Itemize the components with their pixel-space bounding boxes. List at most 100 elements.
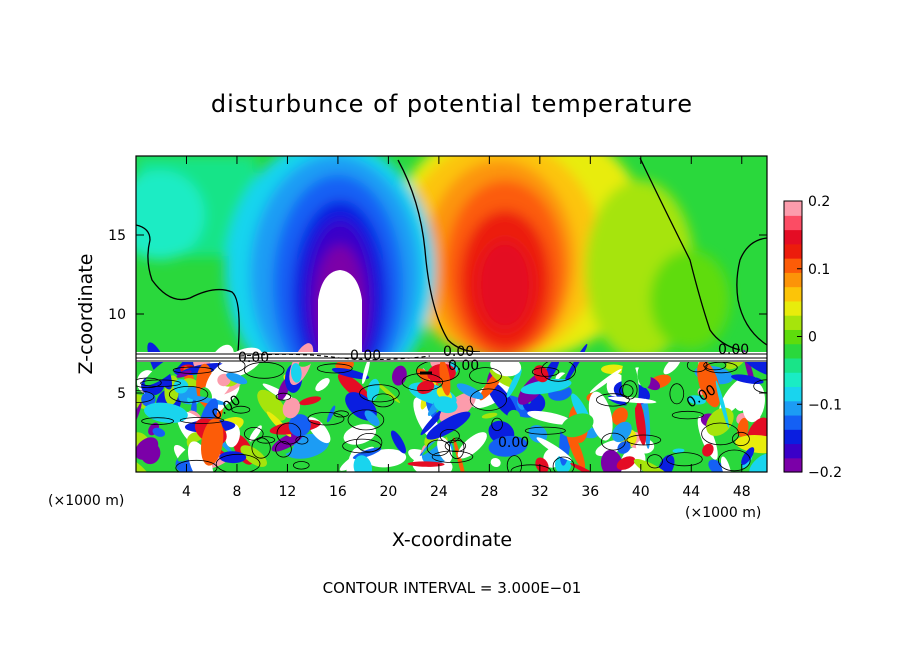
turbulent-eddy <box>288 414 311 437</box>
turbulent-contour <box>244 426 264 441</box>
x-tick-label: 8 <box>232 484 241 500</box>
colorbar-swatch <box>784 215 802 231</box>
y-axis: 5 10 15 <box>108 228 767 402</box>
turbulent-contour <box>141 417 175 425</box>
colorbar-swatch <box>784 429 802 445</box>
turbulent-eddy <box>533 365 549 383</box>
turbulent-eddy <box>453 437 467 472</box>
turbulent-contour <box>276 422 302 445</box>
turbulent-contour <box>243 361 285 379</box>
colorbar-swatch <box>784 329 802 345</box>
turbulent-eddy <box>257 389 287 421</box>
turbulent-eddy <box>282 397 300 419</box>
turbulent-eddy <box>420 406 447 436</box>
turbulent-eddy <box>481 412 498 419</box>
turbulent-contour <box>347 409 385 431</box>
turbulent-eddy <box>560 413 594 438</box>
colorbar-swatch <box>784 201 802 216</box>
turbulent-eddy <box>456 383 484 400</box>
x-unit-right: (×1000 m) <box>685 505 761 521</box>
turbulent-contour <box>175 459 218 472</box>
turbulent-eddy <box>527 410 574 425</box>
colorbar-swatch <box>784 272 802 288</box>
turbulent-contour <box>172 366 214 374</box>
turbulent-eddy <box>507 409 521 423</box>
turbulent-contour <box>431 450 474 464</box>
contour-label: 0.00 <box>350 348 381 364</box>
x-tick-label: 48 <box>733 484 751 500</box>
turbulent-contour <box>256 436 276 444</box>
x-tick-label: 12 <box>279 484 297 500</box>
turbulent-eddy <box>486 380 518 419</box>
colorbar-swatch <box>784 315 802 330</box>
colorbar-tick-label: −0.1 <box>808 397 842 413</box>
turbulent-contour <box>469 367 502 385</box>
turbulent-eddy <box>374 380 401 404</box>
turbulent-eddy <box>290 363 302 383</box>
turbulent-eddy <box>326 405 336 423</box>
turbulent-contour <box>275 392 292 401</box>
turbulent-contour <box>333 410 349 418</box>
turbulent-contour <box>275 441 292 458</box>
turbulent-contour <box>469 388 507 411</box>
turbulent-contour <box>136 377 162 388</box>
turbulent-eddy <box>226 372 248 385</box>
turbulent-eddy <box>490 458 501 467</box>
turbulent-contour <box>444 439 467 452</box>
turbulent-contour <box>552 456 575 472</box>
turbulent-contour <box>510 464 552 472</box>
turbulent-eddy <box>536 437 573 461</box>
turbulent-eddy <box>249 425 262 442</box>
colorbar: 0.2 0.1 0 −0.1 −0.2 <box>783 194 842 481</box>
turbulent-eddy <box>565 426 586 470</box>
turbulent-eddy <box>366 449 407 468</box>
turbulent-contour <box>601 432 626 451</box>
x-tick-label: 28 <box>480 484 498 500</box>
turbulent-contour <box>491 417 503 431</box>
turbulent-eddy <box>600 449 623 472</box>
turbulent-contour <box>231 405 251 414</box>
turbulent-contour <box>307 412 345 426</box>
turbulent-contour <box>292 461 310 470</box>
turbulent-eddy <box>737 417 749 441</box>
colorbar-swatch <box>784 443 802 459</box>
turbulent-eddy <box>588 391 613 441</box>
turbulent-eddy <box>589 369 622 393</box>
y-tick-label: 10 <box>108 307 126 323</box>
inversion-contours <box>136 353 767 375</box>
turbulent-contour <box>316 363 353 374</box>
turbulent-contour <box>666 452 703 467</box>
colorbar-tick-label: 0.2 <box>808 194 830 210</box>
x-tick-label: 40 <box>632 484 650 500</box>
turbulent-contour <box>596 393 630 407</box>
turbulent-eddy <box>702 443 714 457</box>
turbulent-eddy <box>708 459 725 472</box>
contour-label: 0.00 <box>238 350 269 366</box>
colorbar-swatch <box>784 286 802 302</box>
turbulent-eddy <box>607 396 657 404</box>
colorbar-swatch <box>784 243 802 259</box>
turbulent-eddy <box>741 447 755 465</box>
x-axis: 4 8 12 16 20 24 28 32 36 40 44 48 <box>182 156 751 500</box>
turbulent-eddy <box>331 367 370 380</box>
contour-interval-note: CONTOUR INTERVAL = 3.000E−01 <box>323 579 582 597</box>
turbulent-eddy <box>489 369 516 388</box>
turbulent-eddy <box>611 407 628 426</box>
turbulent-contour <box>524 426 566 435</box>
y-tick-label: 5 <box>117 386 126 402</box>
turbulent-eddy <box>616 456 636 470</box>
colorbar-swatch <box>784 414 802 430</box>
turbulent-eddy <box>176 370 192 378</box>
turbulent-contour <box>371 393 395 408</box>
turbulent-eddy <box>335 359 354 371</box>
turbulent-contour <box>439 428 460 443</box>
turbulent-eddy <box>433 396 458 414</box>
x-tick-label: 44 <box>682 484 700 500</box>
turbulent-eddy <box>391 365 407 386</box>
turbulent-contour <box>168 385 209 403</box>
turbulent-contour <box>704 361 738 374</box>
turbulent-eddy <box>749 453 767 472</box>
x-axis-label: X-coordinate <box>392 529 512 551</box>
turbulent-eddy <box>506 368 522 398</box>
